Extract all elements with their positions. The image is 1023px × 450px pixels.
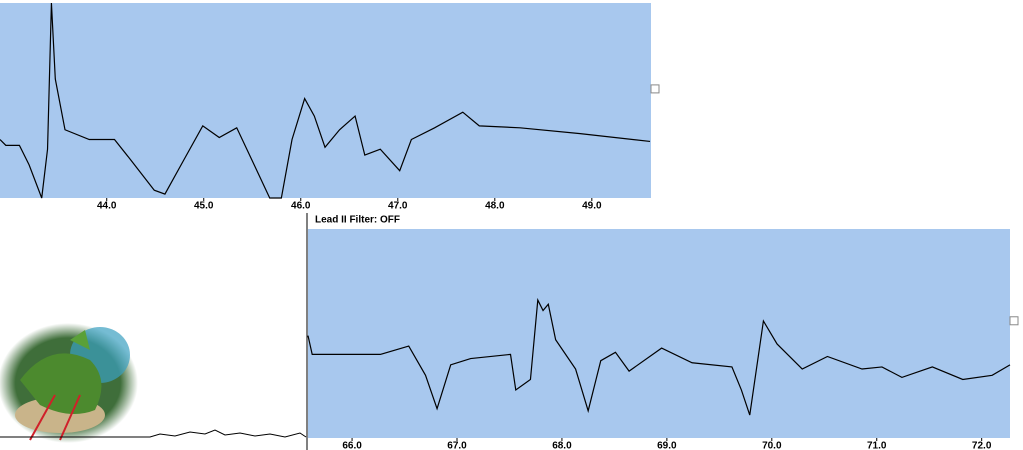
photo	[0, 323, 138, 443]
x-tick-label: 72.0	[972, 441, 992, 450]
plot-area	[0, 3, 651, 198]
x-tick-label: 66.0	[342, 441, 362, 450]
x-tick-label: 47.0	[388, 201, 408, 212]
scroll-mark	[1009, 316, 1019, 326]
x-tick-label: 49.0	[582, 201, 602, 212]
plot-area	[308, 229, 1010, 438]
x-tick-label: 71.0	[867, 441, 887, 450]
side-trace	[0, 429, 307, 438]
x-tick-label: 45.0	[194, 201, 214, 212]
scroll-mark	[650, 84, 660, 94]
trace	[0, 2, 651, 199]
chart-title: Lead II Filter: OFF	[315, 215, 400, 226]
x-tick-label: 46.0	[291, 201, 311, 212]
x-tick-label: 69.0	[657, 441, 677, 450]
trace	[307, 297, 1011, 416]
x-tick-label: 44.0	[97, 201, 117, 212]
x-tick-label: 67.0	[447, 441, 467, 450]
x-tick-label: 48.0	[485, 201, 505, 212]
x-tick-label: 70.0	[762, 441, 782, 450]
x-tick-label: 68.0	[552, 441, 572, 450]
